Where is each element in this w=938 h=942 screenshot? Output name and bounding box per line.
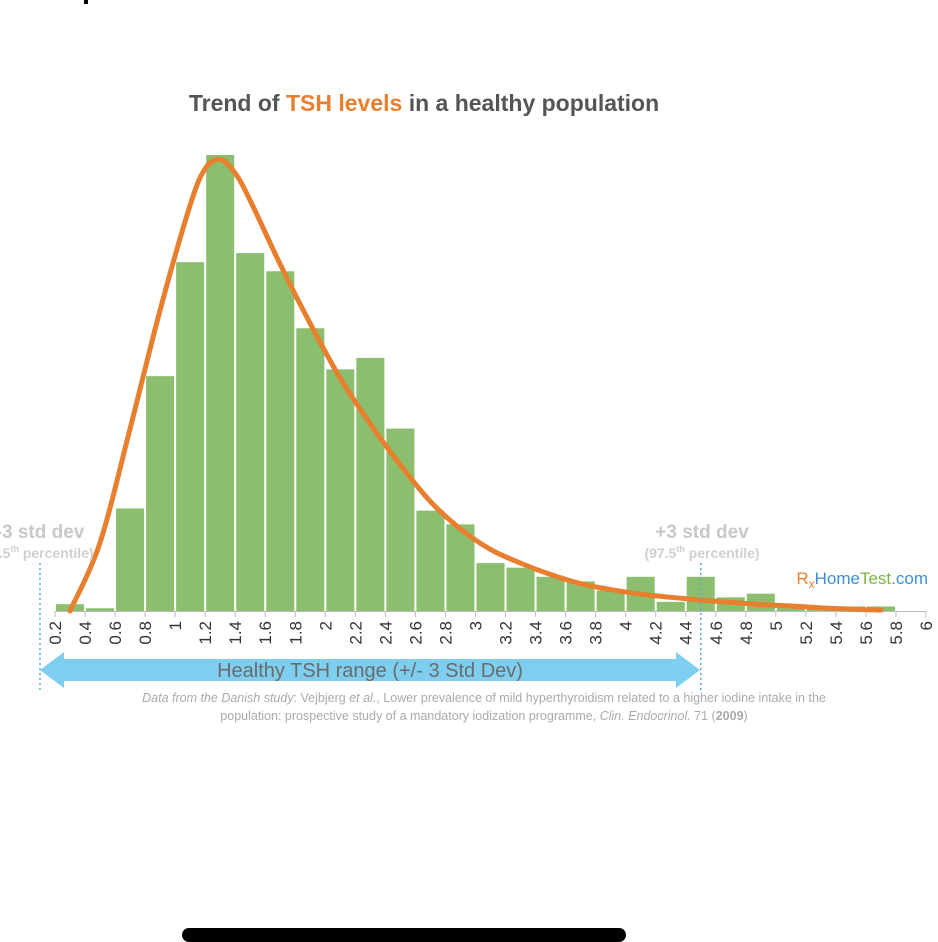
bar-2.4 <box>386 428 415 611</box>
left-percentile-pre: (2.5 <box>0 545 11 561</box>
bar-0.4 <box>86 608 115 611</box>
bar-2.2 <box>356 357 385 611</box>
x-tick-label-3.2: 3.2 <box>497 621 516 645</box>
x-tick-label-2.4: 2.4 <box>376 621 395 645</box>
x-tick-label-3.8: 3.8 <box>587 621 606 645</box>
citation-volume: 71 ( <box>691 709 717 723</box>
bar-1 <box>176 262 205 611</box>
distribution-curve <box>67 156 884 614</box>
citation-journal: Clin. Endocrinol. <box>600 709 691 723</box>
x-tick-label-2.2: 2.2 <box>346 621 365 645</box>
bar-3.4 <box>536 576 565 611</box>
left-percentile-label: (2.5th percentile) <box>0 544 94 561</box>
citation-line1-rest: , Lower prevalence of mild hyperthyroidi… <box>376 691 826 705</box>
home-indicator-bar <box>182 928 626 942</box>
chart-title-part-1: TSH levels <box>286 90 402 116</box>
x-tick-label-3: 3 <box>466 621 485 630</box>
healthy-range-label: Healthy TSH range (+/- 3 Std Dev) <box>217 660 523 682</box>
x-tick-label-4.4: 4.4 <box>677 621 696 645</box>
right-std-dev-label: +3 std dev <box>655 522 749 543</box>
bar-0.8 <box>146 376 175 611</box>
x-tick-label-5: 5 <box>767 621 786 630</box>
citation-line2-pre: population: prospective study of a manda… <box>220 709 599 723</box>
x-tick-label-6: 6 <box>917 621 936 630</box>
x-tick-label-1.2: 1.2 <box>196 621 215 645</box>
x-tick-label-2: 2 <box>316 621 335 630</box>
citation-close: ) <box>744 709 748 723</box>
x-tick-label-1.8: 1.8 <box>286 621 305 645</box>
logo-r: R <box>796 569 808 588</box>
x-tick-label-1.6: 1.6 <box>256 621 275 645</box>
citation-etal: et al. <box>349 691 376 705</box>
x-tick-label-3.6: 3.6 <box>557 621 576 645</box>
citation-lead-italic: Data from the Danish study <box>142 691 294 705</box>
healthy-range-arrow <box>40 652 700 688</box>
bar-0.6 <box>116 508 145 611</box>
x-tick-label-0.8: 0.8 <box>136 621 155 645</box>
right-percentile-label: (97.5th percentile) <box>644 544 759 561</box>
x-tick-label-4.8: 4.8 <box>737 621 756 645</box>
x-tick-label-4.2: 4.2 <box>647 621 666 645</box>
bar-2.6 <box>416 510 445 611</box>
x-tick-label-4: 4 <box>617 621 636 630</box>
logo-home: Home <box>815 569 860 588</box>
x-tick-label-4.6: 4.6 <box>707 621 726 645</box>
x-tick-label-5.2: 5.2 <box>797 621 816 645</box>
x-tick-label-5.4: 5.4 <box>827 621 846 645</box>
logo-test: Test <box>860 569 891 588</box>
right-percentile-sup: th <box>676 544 685 554</box>
chart-title-part-2: in a healthy population <box>402 90 659 116</box>
bar-1.2 <box>206 155 235 611</box>
x-tick-label-1: 1 <box>166 621 185 630</box>
left-std-dev-label: -3 std dev <box>0 522 85 543</box>
bar-1.4 <box>236 253 265 612</box>
citation-lead-rest: : Vejbjerg <box>294 691 350 705</box>
bar-1.6 <box>266 271 295 611</box>
citation-year: 2009 <box>716 709 744 723</box>
citation-line-2: population: prospective study of a manda… <box>220 709 747 723</box>
x-tick-label-5.6: 5.6 <box>857 621 876 645</box>
bar-2 <box>326 369 355 611</box>
x-tick-label-5.8: 5.8 <box>887 621 906 645</box>
rxhometest-logo: RxHomeTest.com <box>796 569 928 591</box>
bar-5 <box>776 606 805 611</box>
x-tick-label-3.4: 3.4 <box>527 621 546 645</box>
logo-x: x <box>809 577 815 591</box>
bar-3.8 <box>596 590 625 611</box>
left-percentile-post: percentile) <box>19 545 94 561</box>
citation-line-1: Data from the Danish study: Vejbjerg et … <box>142 691 826 705</box>
top-edge-mark <box>84 0 88 4</box>
x-tick-label-2.6: 2.6 <box>406 621 425 645</box>
chart-title-part-0: Trend of <box>189 90 286 116</box>
left-percentile-sup: th <box>10 544 19 554</box>
right-percentile-post: percentile) <box>685 545 760 561</box>
x-tick-label-2.8: 2.8 <box>436 621 455 645</box>
chart-title: Trend of TSH levels in a healthy populat… <box>189 90 659 116</box>
x-tick-label-1.4: 1.4 <box>226 621 245 645</box>
bar-1.8 <box>296 328 325 611</box>
x-tick-label-0.2: 0.2 <box>46 621 65 645</box>
logo-dotcom: .com <box>891 569 928 588</box>
x-tick-label-0.4: 0.4 <box>76 621 95 645</box>
bar-3 <box>476 563 505 611</box>
bar-3.2 <box>506 567 535 611</box>
right-percentile-pre: (97.5 <box>644 545 676 561</box>
x-tick-label-0.6: 0.6 <box>106 621 125 645</box>
bar-4.2 <box>656 601 685 611</box>
